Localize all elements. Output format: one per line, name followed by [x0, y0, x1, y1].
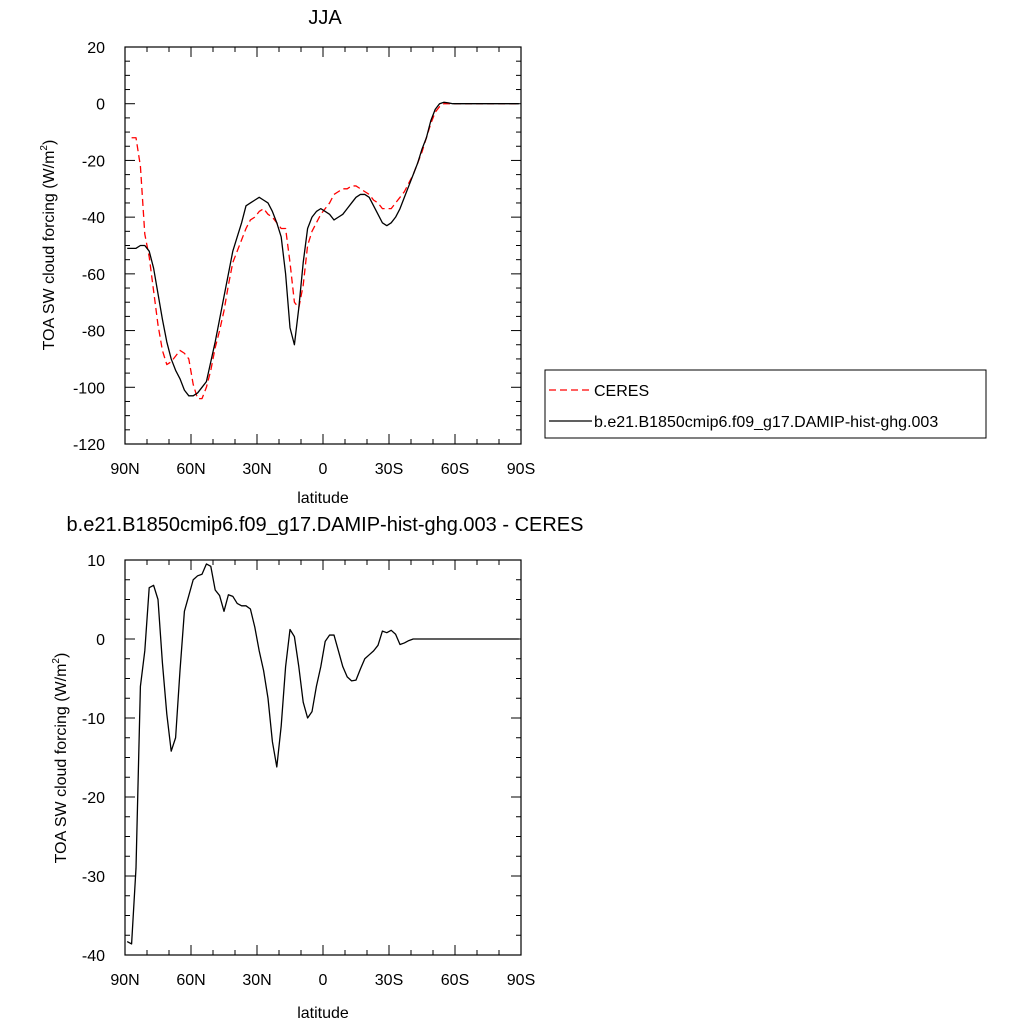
- top-x-tick-label: 90S: [507, 461, 535, 478]
- top-tick-layer: [124, 46, 522, 445]
- bottom-chart-title: b.e21.B1850cmip6.f09_g17.DAMIP-hist-ghg.…: [67, 514, 584, 536]
- top-series-line-model: [127, 101, 519, 397]
- bottom-x-tick-label: 0: [319, 972, 328, 989]
- top-plot-frame: [124, 46, 522, 445]
- top-y-tick-label: -60: [82, 267, 105, 284]
- bottom-series-line-difference: [126, 563, 519, 945]
- bottom-y-tick-label: 10: [87, 553, 105, 570]
- legend-ceres-label: CERES: [594, 383, 649, 400]
- top-y-tick-label: 20: [87, 40, 105, 57]
- bottom-y-tick-label: 0: [96, 632, 105, 649]
- top-x-tick-label: 30N: [242, 461, 271, 478]
- top-x-tick-label: 0: [319, 461, 328, 478]
- bottom-x-tick-label: 90N: [110, 972, 139, 989]
- top-y-tick-label: -100: [73, 380, 105, 397]
- top-panel: JJA 90N 60N 30N 0 30S 60S 90S 20 0 -20 -40 -60 -80 -…: [39, 7, 987, 507]
- bottom-y-tick-label: -30: [82, 869, 105, 886]
- top-x-tick-label: 30S: [375, 461, 403, 478]
- top-y-axis-label: TOA SW cloud forcing (W/m2): [39, 140, 58, 351]
- top-y-tick-label: 0: [96, 97, 105, 114]
- top-x-axis-label: latitude: [297, 490, 349, 507]
- top-x-tick-label: 60N: [176, 461, 205, 478]
- bottom-panel: b.e21.B1850cmip6.f09_g17.DAMIP-hist-ghg.…: [51, 514, 583, 1022]
- legend: CERES b.e21.B1850cmip6.f09_g17.DAMIP-his…: [544, 369, 987, 439]
- top-y-tick-label: -20: [82, 153, 105, 170]
- top-x-tick-label: 90N: [110, 461, 139, 478]
- legend-model-label: b.e21.B1850cmip6.f09_g17.DAMIP-hist-ghg.…: [594, 414, 938, 431]
- bottom-y-tick-label: -10: [82, 711, 105, 728]
- top-y-tick-label: -80: [82, 324, 105, 341]
- bottom-x-axis-label: latitude: [297, 1005, 349, 1022]
- bottom-x-tick-labels: 90N 60N 30N 0 30S 60S 90S: [110, 972, 535, 989]
- bottom-plot-frame: [124, 559, 522, 956]
- bottom-x-tick-label: 60N: [176, 972, 205, 989]
- bottom-y-tick-label: -40: [82, 948, 105, 965]
- bottom-y-axis-label: TOA SW cloud forcing (W/m2): [51, 653, 70, 864]
- bottom-y-tick-labels: 10 0 -10 -20 -30 -40: [82, 553, 105, 965]
- legend-box: [544, 369, 987, 439]
- bottom-series-layer: [126, 563, 519, 945]
- bottom-y-axis-label-text: TOA SW cloud forcing (W/m: [53, 664, 70, 864]
- top-y-axis-label-sup: 2: [39, 145, 50, 151]
- bottom-x-tick-label: 60S: [441, 972, 469, 989]
- top-y-tick-labels: 20 0 -20 -40 -60 -80 -100 -120: [73, 40, 105, 454]
- top-x-tick-label: 60S: [441, 461, 469, 478]
- top-series-layer: [127, 101, 519, 400]
- bottom-x-tick-label: 90S: [507, 972, 535, 989]
- top-y-tick-label: -40: [82, 210, 105, 227]
- bottom-x-tick-label: 30S: [375, 972, 403, 989]
- bottom-y-axis-label-close: ): [53, 653, 70, 658]
- bottom-x-tick-label: 30N: [242, 972, 271, 989]
- top-y-tick-label: -120: [73, 437, 105, 454]
- bottom-y-axis-label-sup: 2: [51, 658, 62, 664]
- top-y-axis-label-text: TOA SW cloud forcing (W/m: [41, 151, 58, 351]
- top-chart-title: JJA: [308, 7, 342, 29]
- top-series-line-ceres: [131, 103, 519, 400]
- top-x-tick-labels: 90N 60N 30N 0 30S 60S 90S: [110, 461, 535, 478]
- bottom-y-tick-label: -20: [82, 790, 105, 807]
- top-y-axis-label-close: ): [41, 140, 58, 145]
